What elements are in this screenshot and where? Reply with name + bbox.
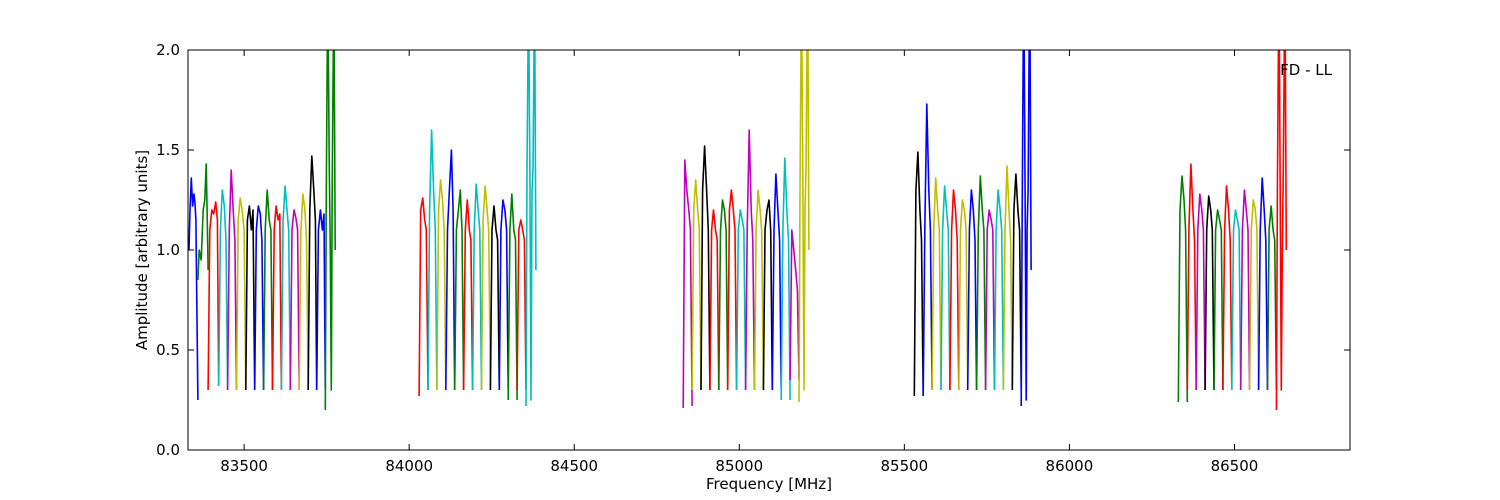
series-line-14 <box>307 155 318 391</box>
series-line-49 <box>958 199 969 391</box>
series-line-24 <box>480 185 492 391</box>
y-axis-label: Amplitude [arbitrary units] <box>133 150 151 350</box>
series-line-37 <box>744 129 756 391</box>
series-line-26 <box>498 199 509 391</box>
series-line-62 <box>1222 185 1233 391</box>
x-tick-label: 86500 <box>1211 457 1259 475</box>
x-tick-label: 86000 <box>1046 457 1094 475</box>
series-line-56 <box>1020 50 1032 407</box>
series-line-5 <box>226 169 238 391</box>
series-line-7 <box>245 205 256 391</box>
series-line-22 <box>462 199 474 391</box>
series-line-33 <box>709 209 720 391</box>
series-line-27 <box>507 193 518 401</box>
x-tick-label: 84500 <box>550 457 598 475</box>
series-line-44 <box>913 151 924 397</box>
y-tick-label: 1.0 <box>156 241 180 259</box>
y-tick-label: 0.5 <box>156 341 180 359</box>
series-line-15 <box>315 209 327 391</box>
series-line-19 <box>436 179 447 391</box>
series-group <box>188 50 1288 411</box>
series-line-12 <box>289 209 300 391</box>
series-line-63 <box>1231 209 1242 391</box>
x-tick-label: 83500 <box>220 457 268 475</box>
series-line-55 <box>1011 173 1022 391</box>
series-line-11 <box>280 185 292 391</box>
series-line-2 <box>197 163 209 281</box>
series-line-4 <box>217 189 229 391</box>
series-line-41 <box>780 157 791 401</box>
series-line-13 <box>298 193 309 391</box>
series-line-20 <box>445 149 456 391</box>
series-line-17 <box>418 197 429 397</box>
y-tick-label: 0.0 <box>156 441 180 459</box>
series-line-64 <box>1239 189 1251 391</box>
series-line-53 <box>993 189 1005 391</box>
series-line-16 <box>324 50 337 411</box>
series-line-46 <box>931 177 942 391</box>
x-axis-label: Frequency [MHz] <box>706 475 832 493</box>
series-line-45 <box>922 103 933 397</box>
series-line-58 <box>1186 163 1197 391</box>
series-line-57 <box>1177 175 1189 403</box>
series-line-68 <box>1275 50 1288 411</box>
plot-frame <box>187 49 1351 451</box>
series-line-10 <box>271 205 283 391</box>
series-line-50 <box>966 189 978 391</box>
series-line-8 <box>253 205 265 391</box>
series-line-31 <box>691 179 702 391</box>
series-line-52 <box>984 209 996 391</box>
series-line-59 <box>1195 193 1206 391</box>
series-line-18 <box>427 129 438 391</box>
series-line-9 <box>262 189 274 391</box>
series-line-39 <box>762 199 774 391</box>
series-line-32 <box>700 145 711 391</box>
series-line-38 <box>753 189 765 391</box>
series-line-60 <box>1204 195 1215 391</box>
series-line-66 <box>1257 177 1269 391</box>
series-line-35 <box>726 189 738 391</box>
series-line-42 <box>789 229 800 381</box>
series-line-65 <box>1248 199 1260 391</box>
series-line-21 <box>453 189 465 391</box>
series-line-48 <box>949 189 960 391</box>
ticks-group: 83500 84000 84500 85000 85500 86000 86500 0.0 0.… <box>156 41 1350 475</box>
series-line-36 <box>735 209 747 391</box>
y-tick-label: 1.5 <box>156 141 180 159</box>
series-line-40 <box>771 173 782 391</box>
series-line-51 <box>975 175 987 391</box>
x-tick-label: 84000 <box>385 457 433 475</box>
y-tick-label: 2.0 <box>156 41 180 59</box>
series-line-3 <box>207 201 220 391</box>
series-line-43 <box>798 50 810 403</box>
series-line-47 <box>940 185 951 391</box>
series-line-25 <box>489 205 501 391</box>
series-line-34 <box>718 199 729 391</box>
series-line-23 <box>471 183 483 391</box>
series-line-28 <box>516 219 527 391</box>
series-line-30 <box>682 159 693 409</box>
series-line-61 <box>1213 209 1224 391</box>
series-line-67 <box>1266 205 1278 391</box>
plot-annotation: FD - LL <box>1280 61 1332 79</box>
series-line-54 <box>1002 165 1014 391</box>
x-tick-label: 85000 <box>715 457 763 475</box>
x-tick-label: 85500 <box>880 457 928 475</box>
series-line-1 <box>188 177 199 401</box>
series-line-6 <box>235 197 247 391</box>
series-line-29 <box>525 50 537 407</box>
